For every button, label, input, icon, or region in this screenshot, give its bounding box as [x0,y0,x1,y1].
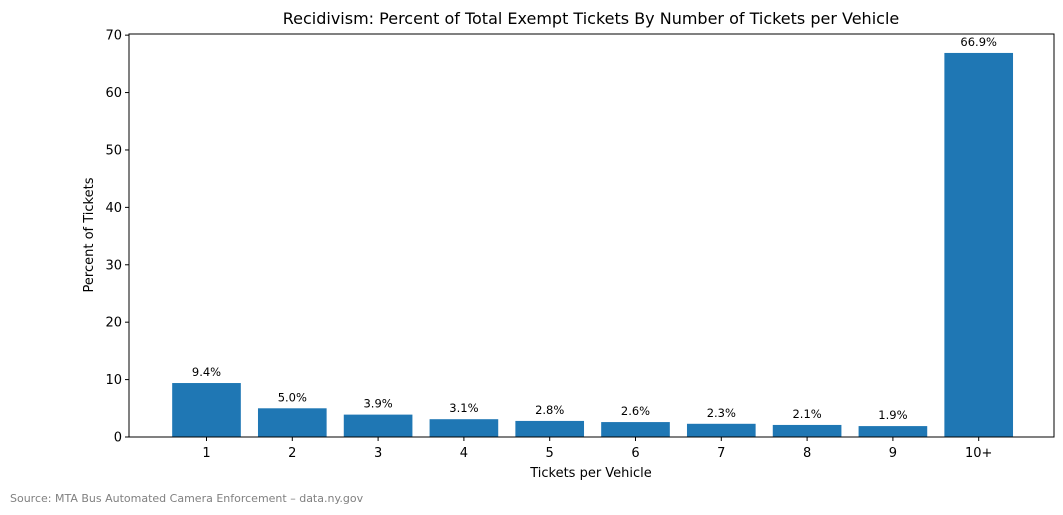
bar [515,420,585,437]
x-tick-label: 7 [717,446,725,461]
x-tick-label: 1 [202,446,210,461]
bar-value-label: 3.9% [363,397,392,411]
bar-value-label: 5.0% [278,390,307,404]
x-tick-label: 8 [803,446,811,461]
bar-value-label: 9.4% [192,365,221,379]
x-tick-label: 2 [288,446,296,461]
bar [772,424,842,437]
bar-value-label: 1.9% [878,408,907,422]
y-tick-label: 70 [105,29,122,44]
bar [257,408,327,437]
chart-title: Recidivism: Percent of Total Exempt Tick… [283,9,899,28]
y-tick-label: 30 [105,258,122,273]
x-tick-label: 4 [460,446,468,461]
bars [172,52,1014,437]
bar-value-label: 2.3% [707,406,736,420]
source-note: Source: MTA Bus Automated Camera Enforce… [10,492,364,505]
bar-labels: 9.4% 5.0% 3.9% 3.1% 2.8% 2.6% 2.3% 2.1% 1.9% 66.9… [192,35,997,422]
bar-value-label: 2.1% [792,407,821,421]
bar [343,414,413,437]
x-tick-label: 9 [889,446,897,461]
x-tick-label: 5 [546,446,554,461]
y-tick-label: 20 [105,316,122,331]
y-tick-label: 50 [105,143,122,158]
x-tick-label: 10+ [965,446,992,461]
y-tick-label: 0 [114,431,122,446]
y-tick-label: 60 [105,86,122,101]
y-axis-ticks: 0 10 20 30 40 50 60 70 [105,29,129,446]
bar [858,426,928,437]
bar-value-label: 3.1% [449,401,478,415]
y-axis-label: Percent of Tickets [82,177,97,292]
bar-value-label: 2.8% [535,403,564,417]
y-tick-label: 10 [105,373,122,388]
bar [686,423,756,437]
y-tick-label: 40 [105,201,122,216]
x-axis-ticks: 1 2 3 4 5 6 7 8 9 10+ [202,437,992,461]
bar [429,419,499,437]
bar-value-label: 2.6% [621,404,650,418]
bar [601,422,670,437]
plot-frame [128,33,1055,438]
bar [944,52,1014,437]
x-tick-label: 3 [374,446,382,461]
bar [172,383,241,437]
x-axis-label: Tickets per Vehicle [529,466,652,481]
x-tick-label: 6 [631,446,639,461]
bar-value-label: 66.9% [960,35,997,49]
